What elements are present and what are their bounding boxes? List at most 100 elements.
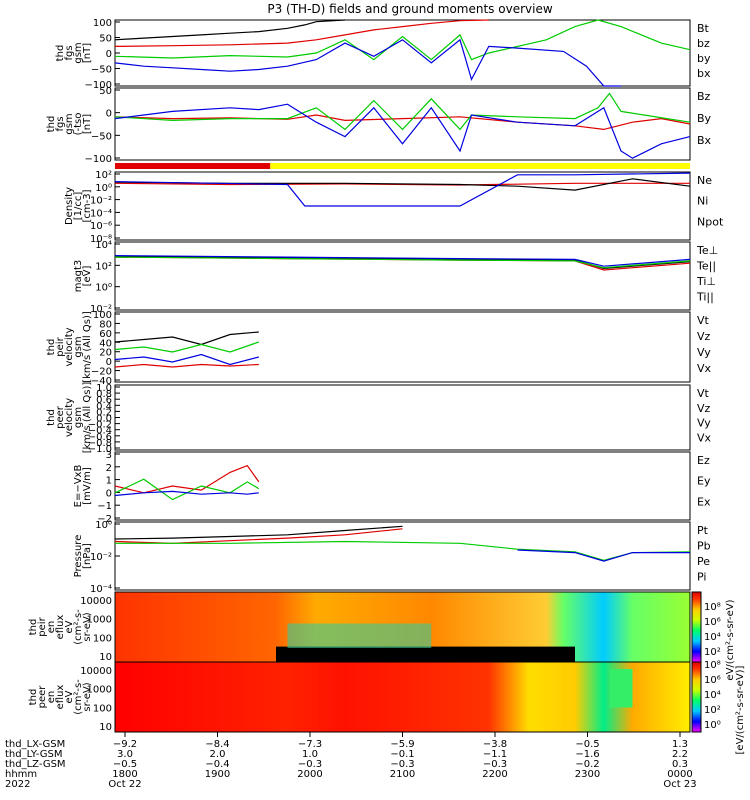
y-tick-label: 10000 — [80, 666, 112, 677]
y-tick-label: 0.2 — [96, 407, 112, 418]
x-tick-label: 3.0 — [117, 749, 133, 760]
heatmap-band — [287, 623, 432, 648]
y-tick-label: 50 — [99, 34, 112, 45]
y-tick-label: 80 — [99, 319, 112, 330]
legend-Bx: Bx — [697, 134, 712, 147]
x-tick-label: −8.4 — [205, 739, 229, 750]
y-tick-label: 10 — [99, 652, 112, 663]
y-tick-label: 10⁰ — [95, 183, 112, 194]
panel-ylabel: sr-eV) — [82, 612, 93, 641]
panel-ylabel: [mV/m] — [82, 467, 93, 505]
panel-ylabel: gsm — [73, 407, 84, 428]
y-tick-label: 0 — [106, 109, 112, 120]
y-tick-label: 0.0 — [96, 414, 112, 425]
y-tick-label: −0.8 — [88, 438, 112, 449]
y-tick-label: −0.6 — [88, 432, 112, 443]
panel-8: Pressure[nPa] 10⁰ 10⁻² 10⁻⁴ Pt Pb Pe Pi — [73, 520, 711, 595]
y-tick-label: 20 — [99, 348, 112, 359]
panel-ylabel: [km/s (All Qs)] — [82, 311, 93, 383]
panel-ylabel: peer — [37, 685, 48, 709]
mode-bar-segment — [270, 163, 690, 169]
panel-ylabel: Pressure — [73, 535, 84, 578]
panel-frame — [114, 241, 691, 311]
y-tick-label: 1 — [106, 476, 112, 487]
series-By — [114, 92, 691, 131]
x-tick-label: 2200 — [482, 769, 507, 780]
y-tick-label: 100 — [93, 703, 112, 714]
series-Ex — [114, 490, 259, 497]
panel-ylabel: Density — [64, 187, 75, 225]
series-Vy — [114, 341, 259, 353]
panel-ylabel: velocity — [64, 398, 75, 437]
panel-ylabel: peir — [55, 336, 66, 356]
x-tick-label: 2.2 — [672, 749, 688, 760]
x-tick-label: Oct 23 — [663, 779, 696, 790]
y-tick-label: 0.8 — [96, 389, 112, 400]
y-tick-label: 10⁴ — [95, 240, 112, 251]
legend-Vy: Vy — [697, 346, 711, 359]
colorbar-tick-label: 10⁶ — [704, 675, 721, 686]
x-tick-label: 2000 — [297, 769, 322, 780]
panel-frame — [114, 384, 691, 451]
y-tick-label: 0 — [106, 49, 112, 60]
legend-bz: bz — [697, 37, 710, 50]
y-tick-label: 40 — [99, 338, 112, 349]
y-tick-label: 100 — [93, 310, 112, 321]
legend-Ne: Ne — [697, 174, 712, 187]
y-tick-label: 0 — [106, 357, 112, 368]
colorbar-lower — [691, 661, 702, 733]
y-tick-label: −40 — [91, 376, 112, 387]
y-tick-label: 100 — [93, 633, 112, 644]
legend-Pt: Pt — [697, 524, 709, 537]
panel-ylabel: E=−VxB — [73, 465, 84, 508]
x-tick-label: −0.2 — [575, 759, 599, 770]
y-tick-label: 1000 — [87, 685, 112, 696]
panel-frame — [114, 521, 691, 591]
y-tick-label: −20 — [91, 367, 112, 378]
series-Vt — [114, 331, 259, 346]
colorbar-upper — [691, 591, 702, 663]
colorbar-tick-label: 10⁸ — [704, 660, 721, 671]
panel-ylabel: velocity — [64, 327, 75, 366]
x-tick-label: 2.0 — [210, 749, 226, 760]
y-tick-label: −1.0 — [88, 444, 112, 455]
legend-Ni: Ni — [697, 195, 708, 208]
y-tick-label: 10⁻⁴ — [90, 584, 112, 595]
panel-3: Density[1/cc][cm-3]10² 10⁰ 10⁻²10⁻⁴ 10⁻⁶ 10⁻… — [64, 170, 724, 245]
panel-ylabel: [km/s (All Qs)] — [82, 382, 93, 454]
panel-ylabel: thd — [46, 116, 57, 133]
legend-By: By — [697, 112, 712, 125]
x-tick-label: −5.9 — [390, 739, 414, 750]
panel-ylabel: [nT] — [82, 43, 93, 63]
x-tick-label: −0.3 — [483, 759, 507, 770]
panel-4: magt3[eV] 10⁴ 10² 10⁰ 10⁻² Te⊥ Te|| Ti⊥ Ti|| — [73, 240, 718, 315]
legend-Vy: Vy — [697, 417, 711, 430]
series-Pt — [114, 525, 403, 540]
series-Vz — [114, 363, 259, 368]
y-tick-label: 60 — [99, 329, 112, 340]
panel-frame — [114, 451, 691, 521]
y-tick-label: 10 — [99, 722, 112, 733]
y-tick-label: −1 — [97, 501, 112, 512]
y-tick-label: 10⁻⁴ — [90, 208, 112, 219]
panel-ylabel: thd — [28, 619, 39, 636]
series-Ti|| — [114, 256, 691, 269]
y-tick-label: −0.4 — [88, 426, 112, 437]
y-tick-label: 10⁰ — [95, 283, 112, 294]
y-tick-label: −2 — [97, 514, 112, 525]
panel-ylabel: thd — [28, 689, 39, 706]
panel-ylabel: en — [46, 621, 57, 634]
x-tick-label: 2300 — [575, 769, 600, 780]
panel-ylabel: (-tso — [73, 113, 84, 136]
panel-ylabel: [nPa] — [82, 543, 93, 569]
x-tick-label: −0.1 — [390, 749, 414, 760]
legend-Bz: Bz — [697, 90, 711, 103]
legend-bx: bx — [697, 67, 711, 80]
colorbar-tick-label: 10⁸ — [704, 602, 721, 613]
legend-Ti⊥: Ti⊥ — [696, 275, 716, 288]
mode-bar — [115, 163, 690, 169]
